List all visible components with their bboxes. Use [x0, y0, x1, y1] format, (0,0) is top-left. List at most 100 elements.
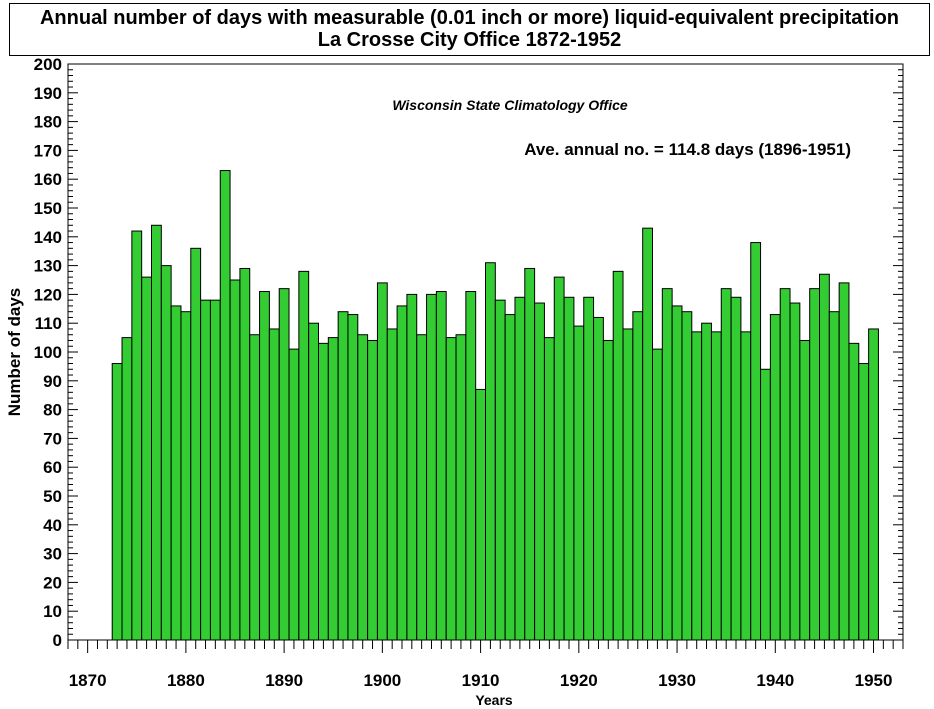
- bar-1890: [278, 288, 290, 641]
- bar-1939: [760, 368, 771, 641]
- bar-1885: [229, 279, 241, 641]
- bar-1909: [465, 291, 477, 641]
- average-annotation: Ave. annual no. = 114.8 days (1896-1951): [524, 140, 851, 159]
- bar-1926: [632, 311, 644, 641]
- bar-1898: [357, 334, 369, 641]
- x-axis-ticks: 1870 1880 1890 1900 1910 1920 1930 1940 1950: [67, 640, 904, 690]
- bar-1910: [475, 388, 486, 641]
- bar-1883: [209, 299, 221, 641]
- x-tick-label: 1880: [167, 671, 205, 690]
- chart-title: Annual number of days with measurable (0…: [39, 7, 900, 29]
- x-tick-label: 1890: [265, 671, 303, 690]
- bar-1902: [396, 305, 408, 641]
- bar-1934: [710, 331, 722, 641]
- bar-1931: [681, 311, 693, 641]
- bar-1894: [318, 342, 329, 641]
- y-tick-label: 90: [43, 372, 62, 391]
- bar-1938: [750, 242, 762, 641]
- bar-1949: [858, 363, 870, 641]
- bar-1900: [376, 282, 388, 641]
- x-tick-label: 1930: [658, 671, 696, 690]
- bar-1917: [543, 337, 555, 641]
- bar-1882: [200, 299, 211, 641]
- bar-1889: [268, 328, 280, 641]
- bar-1943: [799, 339, 811, 641]
- x-tick-label: 1920: [560, 671, 598, 690]
- bar-1932: [691, 331, 703, 641]
- bar-1928: [652, 348, 663, 641]
- bar-1925: [622, 328, 634, 641]
- y-tick-label: 170: [34, 141, 62, 160]
- y-tick-label: 0: [53, 631, 62, 650]
- y-tick-label: 200: [34, 55, 62, 74]
- bar-1918: [553, 276, 565, 641]
- bar-1908: [455, 334, 467, 641]
- bar-1945: [819, 273, 830, 641]
- bar-1899: [367, 339, 378, 641]
- bar-1950: [868, 328, 879, 641]
- y-tick-label: 130: [34, 257, 62, 276]
- bar-1924: [612, 270, 624, 641]
- y-tick-label: 10: [43, 602, 62, 621]
- y-tick-label: 160: [34, 170, 62, 189]
- y-tick-label: 70: [43, 429, 62, 448]
- bar-1892: [298, 270, 310, 641]
- bar-1876: [141, 276, 152, 641]
- bar-1880: [180, 311, 192, 641]
- bar-1947: [838, 282, 850, 641]
- y-tick-label: 180: [34, 113, 62, 132]
- bar-1875: [131, 230, 143, 641]
- y-tick-label: 110: [35, 314, 62, 333]
- y-tick-label: 20: [43, 573, 62, 592]
- y-tick-label: 100: [34, 343, 62, 362]
- y-axis-ticks: 0 10 20 30 40 50 60 70 80 90 100 110 120 130 140 150 160…: [34, 55, 903, 650]
- bar-1877: [151, 224, 162, 641]
- bar-1884: [219, 170, 231, 641]
- bar-1914: [514, 296, 526, 641]
- bar-1920: [573, 325, 585, 641]
- x-axis-label: Years: [475, 692, 513, 708]
- bar-1944: [809, 288, 820, 641]
- x-tick-label: 1910: [462, 671, 500, 690]
- bar-1897: [347, 314, 359, 641]
- bar-1935: [720, 288, 732, 641]
- bar-1921: [583, 296, 595, 641]
- bar-1930: [671, 305, 683, 641]
- bar-1893: [308, 322, 319, 641]
- bar-1922: [593, 316, 604, 641]
- bar-1937: [740, 331, 752, 641]
- bars-group: [111, 170, 879, 641]
- bar-1940: [769, 314, 781, 641]
- y-tick-label: 80: [43, 401, 62, 420]
- bar-1913: [504, 314, 516, 641]
- bar-1941: [779, 288, 791, 641]
- bar-1907: [445, 337, 457, 641]
- y-tick-label: 40: [43, 516, 62, 535]
- x-tick-label: 1940: [756, 671, 794, 690]
- y-axis-label: Number of days: [5, 288, 24, 416]
- bar-1901: [386, 328, 398, 641]
- y-tick-label: 190: [34, 84, 62, 103]
- bar-1923: [602, 339, 614, 641]
- bar-1873: [111, 363, 123, 641]
- bar-1936: [730, 296, 742, 641]
- bar-1879: [170, 305, 182, 641]
- bar-1891: [288, 348, 300, 641]
- bar-1946: [828, 311, 840, 641]
- bar-1903: [406, 293, 418, 641]
- bar-1895: [327, 337, 339, 641]
- bar-1904: [416, 334, 428, 641]
- x-tick-label: 1900: [363, 671, 401, 690]
- bar-1916: [534, 302, 545, 641]
- bar-1948: [848, 342, 860, 641]
- bar-1911: [485, 262, 496, 641]
- bar-1906: [435, 291, 447, 641]
- y-tick-label: 30: [43, 545, 62, 564]
- x-tick-label: 1870: [69, 671, 107, 690]
- bar-1905: [426, 293, 437, 641]
- chart-subtitle: La Crosse City Office 1872-1952: [317, 29, 622, 51]
- bar-1881: [190, 247, 202, 641]
- bar-1887: [249, 334, 261, 641]
- bar-1886: [239, 267, 251, 641]
